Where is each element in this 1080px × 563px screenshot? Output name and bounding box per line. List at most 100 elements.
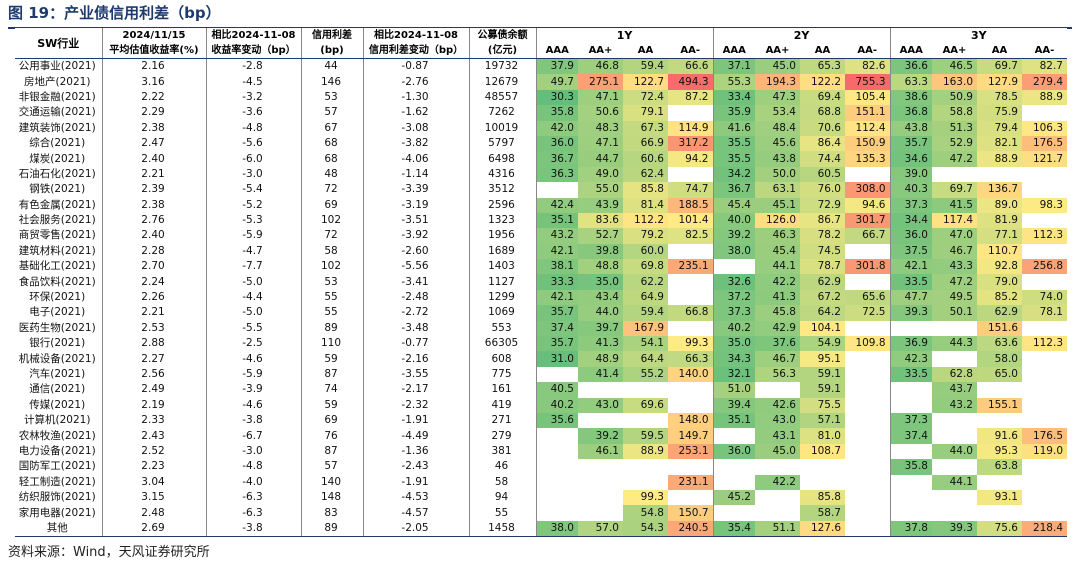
spread-value-cell: 35.7 <box>890 135 932 152</box>
spread-value-cell <box>578 490 623 505</box>
spread-value-cell: 43.4 <box>578 289 623 306</box>
spread-value-cell: 108.7 <box>800 443 845 460</box>
spread-cell: 146 <box>301 74 364 90</box>
spread-value-cell: 37.5 <box>890 243 932 260</box>
yield-cell: 2.52 <box>102 443 207 460</box>
spread-change-cell: -2.60 <box>363 243 470 260</box>
yield-change-cell: -4.0 <box>206 474 302 490</box>
balance-cell: 12679 <box>469 74 537 90</box>
spread-change-cell: -1.14 <box>363 166 470 183</box>
yield-change-cell: -5.5 <box>206 320 302 337</box>
table-row: 有色金属(2021) 2.38 -5.2 69 -3.19 2596 42.4 43.9 81.… <box>15 197 1067 213</box>
spread-value-cell <box>713 259 755 274</box>
spread-value-cell <box>623 382 668 397</box>
spread-value-cell: 34.4 <box>890 212 932 229</box>
spread-value-cell: 45.2 <box>713 489 755 506</box>
spread-value-cell <box>713 428 755 443</box>
header-industry: SW行业 <box>15 28 103 59</box>
spread-value-cell <box>932 490 977 505</box>
spread-value-cell: 32.1 <box>713 366 755 383</box>
spread-value-cell: 60.6 <box>623 151 668 167</box>
table-row: 电力设备(2021) 2.52 -3.0 87 -1.36 381 46.1 88.9 253.… <box>15 443 1067 460</box>
yield-change-cell: -6.3 <box>206 505 302 521</box>
spread-value-cell: 37.3 <box>890 197 932 213</box>
spread-value-cell: 43.2 <box>536 228 578 244</box>
spread-cell: 58 <box>301 243 364 260</box>
spread-value-cell: 70.6 <box>800 120 845 136</box>
spread-value-cell <box>1022 351 1067 366</box>
spread-value-cell <box>713 505 755 520</box>
industry-cell: 房地产(2021) <box>15 74 103 90</box>
spread-value-cell <box>536 444 578 459</box>
spread-value-cell: 69.7 <box>932 182 977 198</box>
balance-cell: 271 <box>469 412 537 429</box>
spread-value-cell: 114.9 <box>668 120 714 136</box>
spread-value-cell: 78.2 <box>800 228 845 244</box>
spread-value-cell: 74.5 <box>800 243 845 260</box>
spread-cell: 59 <box>301 397 364 413</box>
spread-value-cell: 75.6 <box>977 520 1022 538</box>
header-row-2: 平均估值收益率(%) 收益率变动（bp） (bp) 信用利差变动（bp） (亿元… <box>15 42 1067 59</box>
spread-change-cell: -3.39 <box>363 182 470 198</box>
spread-value-cell: 43.7 <box>932 382 977 398</box>
spread-value-cell: 40.2 <box>713 320 755 337</box>
spread-value-cell: 66.3 <box>668 351 714 367</box>
spread-value-cell: 45.0 <box>755 58 800 75</box>
spread-value-cell <box>668 274 714 290</box>
header-bal-2: (亿元) <box>469 42 537 59</box>
spread-value-cell <box>1022 475 1067 490</box>
industry-cell: 银行(2021) <box>15 336 103 352</box>
spread-value-cell: 75.9 <box>977 105 1022 121</box>
spread-cell: 68 <box>301 135 364 152</box>
yield-change-cell: -5.4 <box>206 182 302 198</box>
spread-cell: 102 <box>301 212 364 229</box>
spread-value-cell: 45.4 <box>755 243 800 260</box>
industry-cell: 轻工制造(2021) <box>15 474 103 490</box>
spread-change-cell: -1.62 <box>363 105 470 121</box>
spread-value-cell <box>1022 382 1067 397</box>
spread-cell: 110 <box>301 336 364 352</box>
yield-cell: 2.28 <box>102 243 207 260</box>
yield-cell: 2.43 <box>102 428 207 444</box>
spread-value-cell: 74.7 <box>668 182 714 198</box>
spread-value-cell: 41.3 <box>755 289 800 306</box>
spread-value-cell <box>1022 413 1067 428</box>
spread-value-cell: 98.3 <box>1022 197 1067 213</box>
spread-value-cell: 231.1 <box>668 474 714 490</box>
industry-cell: 有色金属(2021) <box>15 197 103 213</box>
spread-value-cell <box>845 320 891 337</box>
spread-value-cell: 39.3 <box>890 305 932 321</box>
spread-value-cell <box>623 475 668 490</box>
source-note: 资料来源：Wind，天风证券研究所 <box>8 545 210 560</box>
spread-value-cell: 50.6 <box>578 105 623 121</box>
spread-value-cell <box>1022 459 1067 474</box>
yield-cell: 3.15 <box>102 489 207 506</box>
spread-value-cell: 42.2 <box>755 474 800 490</box>
spread-value-cell: 43.8 <box>890 120 932 136</box>
spread-value-cell: 62.9 <box>800 274 845 290</box>
spread-value-cell <box>623 413 668 428</box>
rating-aaa: AAA <box>890 42 932 59</box>
spread-change-cell: -2.72 <box>363 305 470 321</box>
spread-value-cell: 51.3 <box>932 120 977 136</box>
yield-cell: 2.69 <box>102 520 207 538</box>
spread-value-cell: 62.4 <box>623 166 668 183</box>
rating-aa: AA <box>800 42 845 59</box>
spread-value-cell: 127.9 <box>977 74 1022 90</box>
spread-value-cell: 37.2 <box>713 289 755 306</box>
industry-cell: 机械设备(2021) <box>15 351 103 367</box>
spread-value-cell: 37.4 <box>536 320 578 337</box>
balance-cell: 608 <box>469 351 537 367</box>
group-1y: 1Y <box>536 28 714 43</box>
spread-value-cell <box>890 382 932 397</box>
table-row: 银行(2021) 2.88 -2.5 110 -0.77 66305 35.7 41.3 54.… <box>15 336 1067 352</box>
spread-cell: 69 <box>301 412 364 429</box>
spread-value-cell: 194.3 <box>755 74 800 90</box>
spread-value-cell: 256.8 <box>1022 259 1067 275</box>
spread-value-cell: 106.3 <box>1022 120 1067 136</box>
spread-value-cell: 43.0 <box>755 412 800 429</box>
spread-value-cell <box>713 475 755 490</box>
balance-cell: 4316 <box>469 166 537 183</box>
spread-table: SW行业 2024/11/15 相比2024-11-08 信用利差 相比2024… <box>15 28 1067 538</box>
rating-aaa: AAA <box>536 42 578 59</box>
